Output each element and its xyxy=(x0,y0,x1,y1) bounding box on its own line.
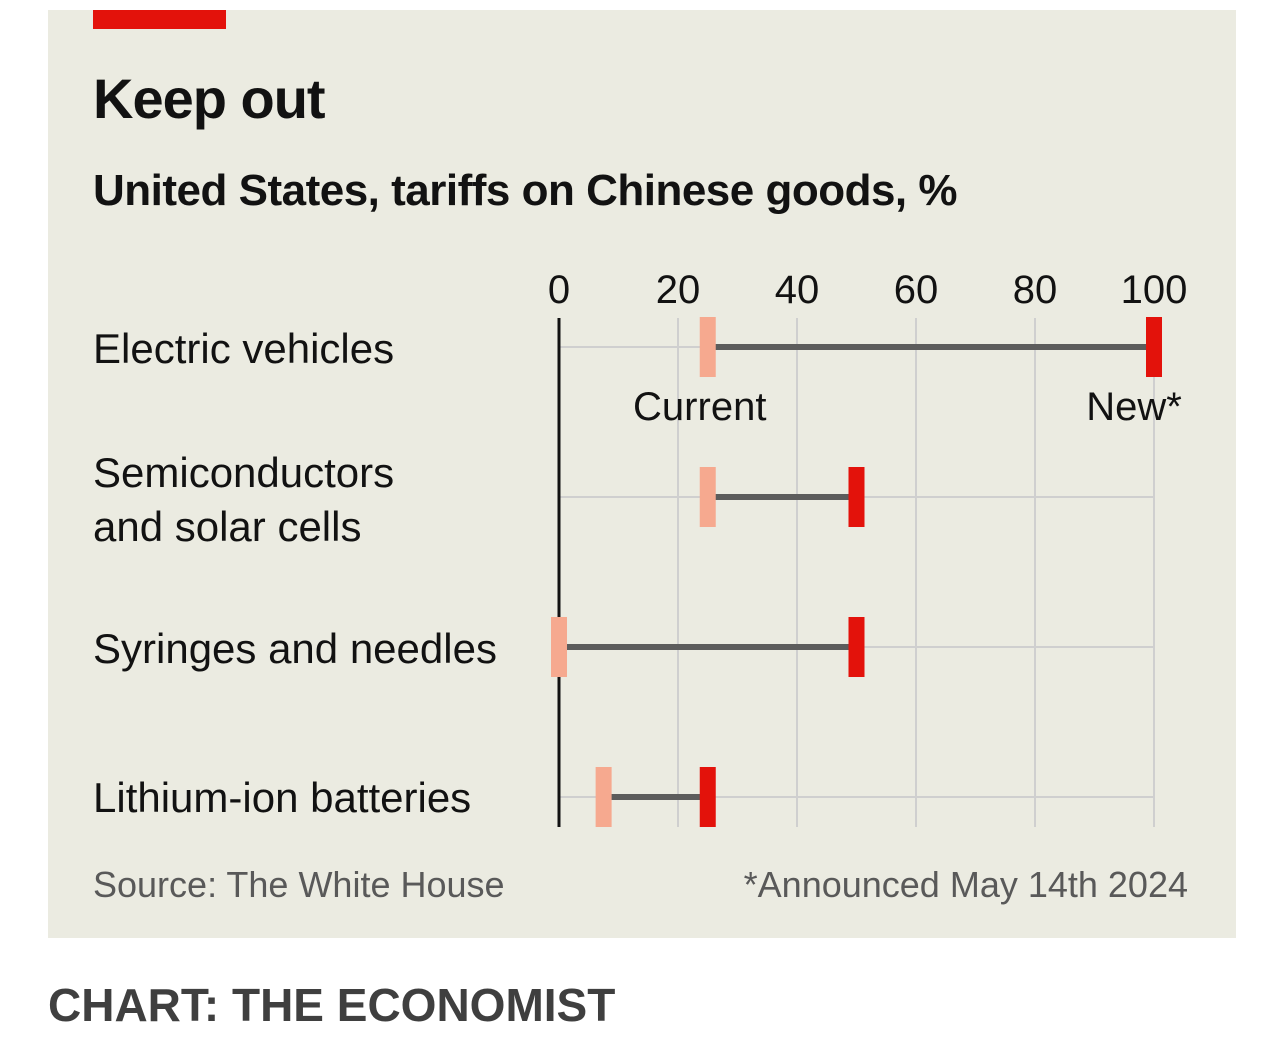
series-label-current: Current xyxy=(633,385,766,429)
x-tick-label: 60 xyxy=(894,268,939,312)
category-label-line: and solar cells xyxy=(93,503,362,550)
new-marker xyxy=(848,467,865,527)
category-label-line: Syringes and needles xyxy=(93,625,497,672)
category-label-line: Semiconductors xyxy=(93,449,395,496)
x-tick-label: 100 xyxy=(1121,268,1188,312)
brand-red-bar xyxy=(93,10,226,29)
series-label-new: New* xyxy=(1086,385,1182,429)
chart-panel xyxy=(48,10,1236,938)
new-marker xyxy=(699,767,716,827)
x-tick-label: 20 xyxy=(656,268,701,312)
category-label-line: Lithium-ion batteries xyxy=(93,774,472,821)
x-tick-label: 0 xyxy=(548,268,570,312)
chart-title: Keep out xyxy=(93,67,326,130)
current-marker xyxy=(595,767,612,827)
new-marker xyxy=(848,617,865,677)
current-marker xyxy=(699,467,716,527)
chart-subtitle: United States, tariffs on Chinese goods,… xyxy=(93,166,958,215)
x-tick-label: 80 xyxy=(1013,268,1058,312)
category-label-syringes: Syringes and needles xyxy=(93,622,497,676)
category-label-line: Electric vehicles xyxy=(93,325,395,372)
category-label-semiconductors: Semiconductors and solar cells xyxy=(93,446,394,554)
category-label-batteries: Lithium-ion batteries xyxy=(93,771,471,825)
chart-credit: CHART: THE ECONOMIST xyxy=(48,979,616,1031)
category-label-electric-vehicles: Electric vehicles xyxy=(93,322,394,376)
new-marker xyxy=(1146,317,1162,377)
source-note: Source: The White House xyxy=(93,864,505,905)
current-marker xyxy=(551,617,567,677)
x-tick-label: 40 xyxy=(775,268,820,312)
current-marker xyxy=(699,317,716,377)
footnote: *Announced May 14th 2024 xyxy=(743,864,1188,905)
